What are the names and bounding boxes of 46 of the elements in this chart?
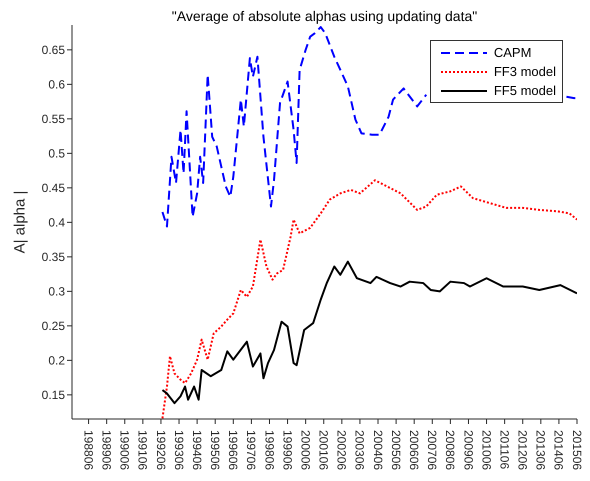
y-tick-label: 0.45: [42, 181, 66, 196]
y-tick-label: 0.25: [42, 319, 66, 334]
x-tick-label: 200006: [298, 430, 312, 470]
legend-label: FF3 model: [494, 63, 556, 81]
x-tick-label: 198906: [99, 430, 114, 470]
y-tick-label: 0.2: [48, 354, 66, 368]
x-tick-label: 199306: [172, 430, 186, 470]
y-tick-label: 0.5: [48, 146, 66, 161]
y-tick-label: 0.3: [48, 284, 66, 299]
line-series: [161, 260, 577, 404]
x-tick-label: 200406: [370, 430, 385, 470]
y-tick-label: 0.35: [42, 250, 66, 264]
x-tick-label: 200606: [406, 430, 421, 470]
x-tick-label: 199906: [280, 430, 294, 470]
chart-title: "Average of absolute alphas using updating data": [170, 8, 478, 24]
x-tick-label: 199806: [262, 430, 276, 470]
line-series: [161, 179, 577, 419]
x-tick-label: 200506: [388, 430, 403, 470]
x-tick-label: 199206: [154, 430, 168, 470]
x-tick-label: 201406: [552, 430, 566, 470]
x-tick-label: 200806: [443, 430, 458, 470]
y-axis-title: A| alpha |: [11, 190, 28, 254]
y-tick-label: 0.4: [48, 216, 66, 230]
legend-label: CAPM: [494, 44, 532, 62]
x-tick-label: 199606: [226, 430, 240, 470]
x-tick-label: 199106: [136, 430, 150, 470]
x-tick-label: 200206: [334, 430, 349, 470]
x-tick-label: 199006: [118, 430, 132, 470]
x-tick-label: 201206: [516, 430, 530, 470]
y-tick-label: 0.15: [42, 388, 66, 402]
x-tick-label: 200706: [425, 430, 440, 470]
y-tick-label: 0.65: [42, 43, 66, 58]
x-tick-label: 201106: [497, 430, 512, 470]
x-tick-label: 200306: [352, 430, 367, 470]
x-tick-label: 199706: [244, 430, 258, 470]
x-tick-label: 199406: [190, 430, 204, 470]
x-tick-label: 199506: [208, 430, 222, 470]
x-tick-label: 198806: [81, 430, 96, 470]
x-tick-label: 201006: [479, 430, 494, 470]
x-tick-label: 200906: [461, 430, 476, 470]
x-tick-label: 201506: [570, 430, 584, 470]
legend-label: FF5 model: [494, 82, 556, 100]
x-tick-label: 200106: [316, 430, 331, 470]
y-tick-label: 0.55: [42, 112, 66, 126]
x-tick-label: 201306: [534, 430, 548, 470]
y-tick-label: 0.6: [48, 78, 66, 92]
